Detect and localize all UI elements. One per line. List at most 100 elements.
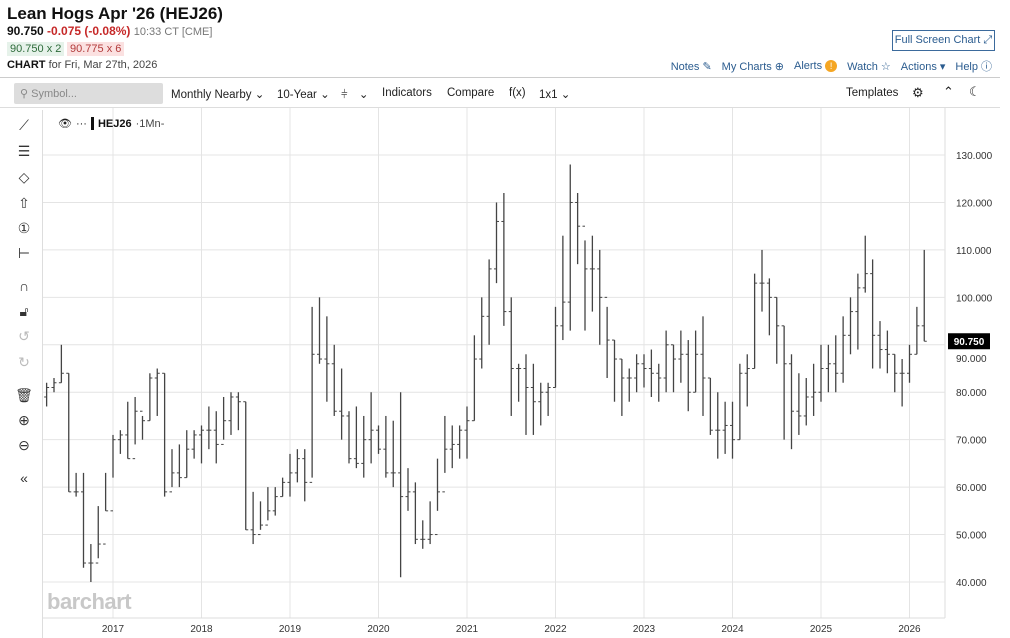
unlock-icon[interactable]: 🔓︎ bbox=[19, 303, 29, 319]
divider bbox=[42, 110, 43, 638]
legend-symbol: HEJ26 bbox=[97, 117, 132, 130]
y-tick-label: 50.000 bbox=[956, 531, 987, 542]
x-tick-label: 2018 bbox=[190, 624, 213, 635]
alert-badge-icon: ! bbox=[825, 60, 838, 72]
zoom-out-icon[interactable]: ⊖ bbox=[18, 437, 30, 453]
function-button[interactable]: f(x) bbox=[509, 87, 526, 99]
y-tick-label: 130.000 bbox=[956, 151, 993, 162]
full-screen-chart-button[interactable]: Full Screen Chart ⤢ bbox=[892, 30, 995, 51]
watch-label: Watch bbox=[847, 60, 878, 73]
caret-down-icon: ▾ bbox=[939, 60, 946, 73]
chevron-down-icon: ⌄ bbox=[560, 89, 571, 101]
full-screen-label: Full Screen Chart bbox=[894, 34, 981, 46]
help-icon: ⓘ bbox=[981, 61, 992, 73]
chevron-down-icon: ⌄ bbox=[320, 89, 330, 101]
chart-toolbar: ⚲ Symbol... Monthly Nearby ⌄ 10-Year ⌄ ⫩… bbox=[0, 81, 1000, 107]
legend-interval-text: 1Mn bbox=[139, 117, 161, 130]
drawing-toolbar: ⟋ ☰ ◇ ⇧ ① ⊢ ∩ 🔓︎ ↺ ↻ 🗑︎ ⊕ ⊖ « bbox=[0, 110, 42, 638]
chevron-down-icon: ⌄ bbox=[254, 89, 265, 101]
trash-icon[interactable]: 🗑︎ bbox=[15, 387, 33, 403]
x-tick-label: 2019 bbox=[279, 624, 302, 635]
current-price-label-bg bbox=[948, 333, 990, 350]
notes-label: Notes bbox=[670, 60, 700, 73]
barchart-logo: barchart bbox=[47, 589, 132, 614]
templates-button[interactable]: Templates bbox=[846, 87, 899, 99]
range-dropdown[interactable]: 10-Year ⌄ bbox=[277, 87, 330, 101]
alerts-label: Alerts bbox=[794, 60, 823, 72]
zoom-in-icon[interactable]: ⊕ bbox=[18, 412, 30, 428]
ask-badge: 90.775 x 6 bbox=[67, 42, 125, 56]
divider bbox=[0, 107, 1000, 108]
x-tick-label: 2025 bbox=[810, 624, 833, 635]
actions-label: Actions bbox=[900, 60, 937, 73]
indicators-button[interactable]: Indicators bbox=[382, 87, 432, 99]
chart-label: CHART bbox=[7, 59, 46, 71]
y-tick-label: 100.000 bbox=[956, 293, 993, 304]
y-tick-label: 80.000 bbox=[956, 388, 987, 399]
layout-dropdown[interactable]: 1x1 ⌄ bbox=[539, 87, 570, 101]
x-tick-label: 2023 bbox=[633, 624, 656, 635]
symbol-search-input[interactable]: ⚲ Symbol... bbox=[14, 83, 163, 104]
dark-mode-moon-icon[interactable]: ☾ bbox=[969, 84, 981, 99]
x-tick-label: 2024 bbox=[721, 624, 744, 635]
more-icon[interactable]: ··· bbox=[75, 117, 87, 130]
series-color-swatch bbox=[90, 117, 94, 130]
period-label: Monthly Nearby bbox=[171, 89, 252, 101]
plus-circle-icon: ⊕ bbox=[774, 60, 784, 73]
settings-gear-icon[interactable]: ⚙ bbox=[912, 85, 924, 100]
compare-button[interactable]: Compare bbox=[447, 87, 495, 99]
expand-icon: ⤢ bbox=[983, 34, 993, 46]
chart-legend: 👁︎ ··· HEJ26·1Mn- bbox=[58, 117, 164, 130]
period-dropdown[interactable]: Monthly Nearby ⌄ bbox=[171, 87, 264, 101]
quote-line: 90.750 -0.075 (-0.08%) 10:33 CT [CME] bbox=[7, 24, 212, 38]
legend-interval: ·1Mn- bbox=[135, 117, 165, 130]
last-price: 90.750 bbox=[7, 24, 44, 38]
redo-icon[interactable]: ↻ bbox=[18, 354, 30, 370]
page-title: Lean Hogs Apr '26 (HEJ26) bbox=[7, 4, 223, 23]
x-tick-label: 2022 bbox=[544, 624, 567, 635]
eye-icon[interactable]: 👁︎ bbox=[58, 118, 72, 130]
bid-badge: 90.750 x 2 bbox=[7, 42, 65, 56]
symbol-placeholder: Symbol... bbox=[31, 88, 77, 100]
collapse-left-icon[interactable]: « bbox=[20, 470, 28, 486]
fibonacci-icon[interactable]: ☰ bbox=[17, 143, 31, 159]
layout-label: 1x1 bbox=[539, 89, 558, 101]
x-tick-label: 2026 bbox=[898, 624, 921, 635]
help-link[interactable]: Help ⓘ bbox=[955, 58, 992, 74]
arrow-up-icon[interactable]: ⇧ bbox=[18, 195, 30, 211]
search-icon: ⚲ bbox=[20, 88, 29, 100]
magnet-icon[interactable]: ∩ bbox=[18, 278, 30, 294]
star-icon: ☆ bbox=[880, 60, 891, 73]
x-tick-label: 2020 bbox=[367, 624, 390, 635]
chevron-down-icon: ⌄ bbox=[358, 89, 369, 101]
help-label: Help bbox=[955, 61, 978, 73]
alerts-link[interactable]: Alerts! bbox=[794, 60, 838, 72]
my-charts-link[interactable]: My Charts ⊕ bbox=[722, 60, 784, 73]
shape-icon[interactable]: ◇ bbox=[18, 169, 30, 185]
chart-links: Notes ✎ My Charts ⊕ Alerts! Watch ☆ Actions… bbox=[671, 58, 992, 74]
measure-icon[interactable]: ⊢ bbox=[17, 245, 31, 261]
edit-icon: ✎ bbox=[702, 60, 712, 73]
y-tick-label: 110.000 bbox=[956, 246, 992, 257]
y-tick-label: 40.000 bbox=[956, 578, 987, 589]
price-change: -0.075 (-0.08%) bbox=[47, 24, 131, 38]
range-label: 10-Year bbox=[277, 89, 317, 101]
current-price-label: 90.750 bbox=[954, 337, 985, 348]
x-tick-label: 2017 bbox=[102, 624, 125, 635]
watch-link[interactable]: Watch ☆ bbox=[847, 60, 891, 73]
annotation-number-icon[interactable]: ① bbox=[17, 220, 31, 236]
trend-line-icon[interactable]: ⟋ bbox=[19, 117, 29, 133]
y-tick-label: 70.000 bbox=[956, 436, 987, 447]
y-tick-label: 90.000 bbox=[956, 354, 987, 365]
my-charts-label: My Charts bbox=[721, 60, 772, 73]
actions-menu[interactable]: Actions ▾ bbox=[901, 60, 946, 73]
chart-for-date: for Fri, Mar 27th, 2026 bbox=[48, 59, 158, 71]
undo-icon[interactable]: ↺ bbox=[18, 328, 30, 344]
y-tick-label: 60.000 bbox=[956, 483, 987, 494]
bar-type-dropdown[interactable]: ⫩ ⌄ bbox=[341, 87, 368, 102]
collapse-up-icon[interactable]: ⌃ bbox=[943, 84, 954, 99]
notes-link[interactable]: Notes ✎ bbox=[671, 60, 712, 73]
chart-date: CHART for Fri, Mar 27th, 2026 bbox=[7, 59, 157, 71]
ohlc-bars-icon: ⫩ bbox=[341, 89, 348, 101]
